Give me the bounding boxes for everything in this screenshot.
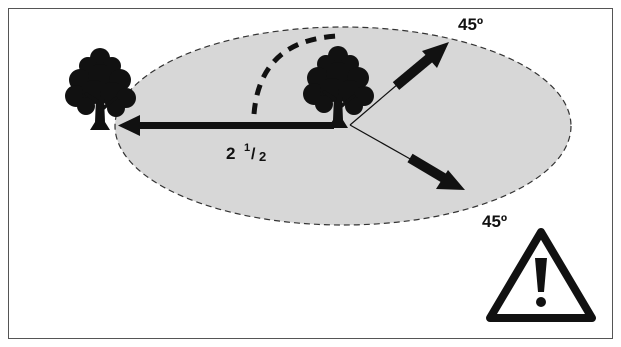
distance-numerator: 1 [244,142,250,154]
guide-line-upper [349,83,399,126]
fall-arc [251,33,339,115]
frame-border [8,8,613,339]
distance-denominator: 2 [259,149,266,164]
angle-label-upper: 45º [458,15,483,34]
distance-whole: 2 [226,144,235,163]
warning-triangle-icon [486,228,596,322]
fraction-slash: / [251,146,256,163]
distance-label: 2 1 / 2 [226,142,266,164]
angle-label-lower: 45º [482,212,507,231]
escape-arrow-lower [407,153,465,190]
escape-arrow-upper [392,42,449,90]
guide-line-lower [349,124,413,161]
distance-arrow [118,115,334,136]
